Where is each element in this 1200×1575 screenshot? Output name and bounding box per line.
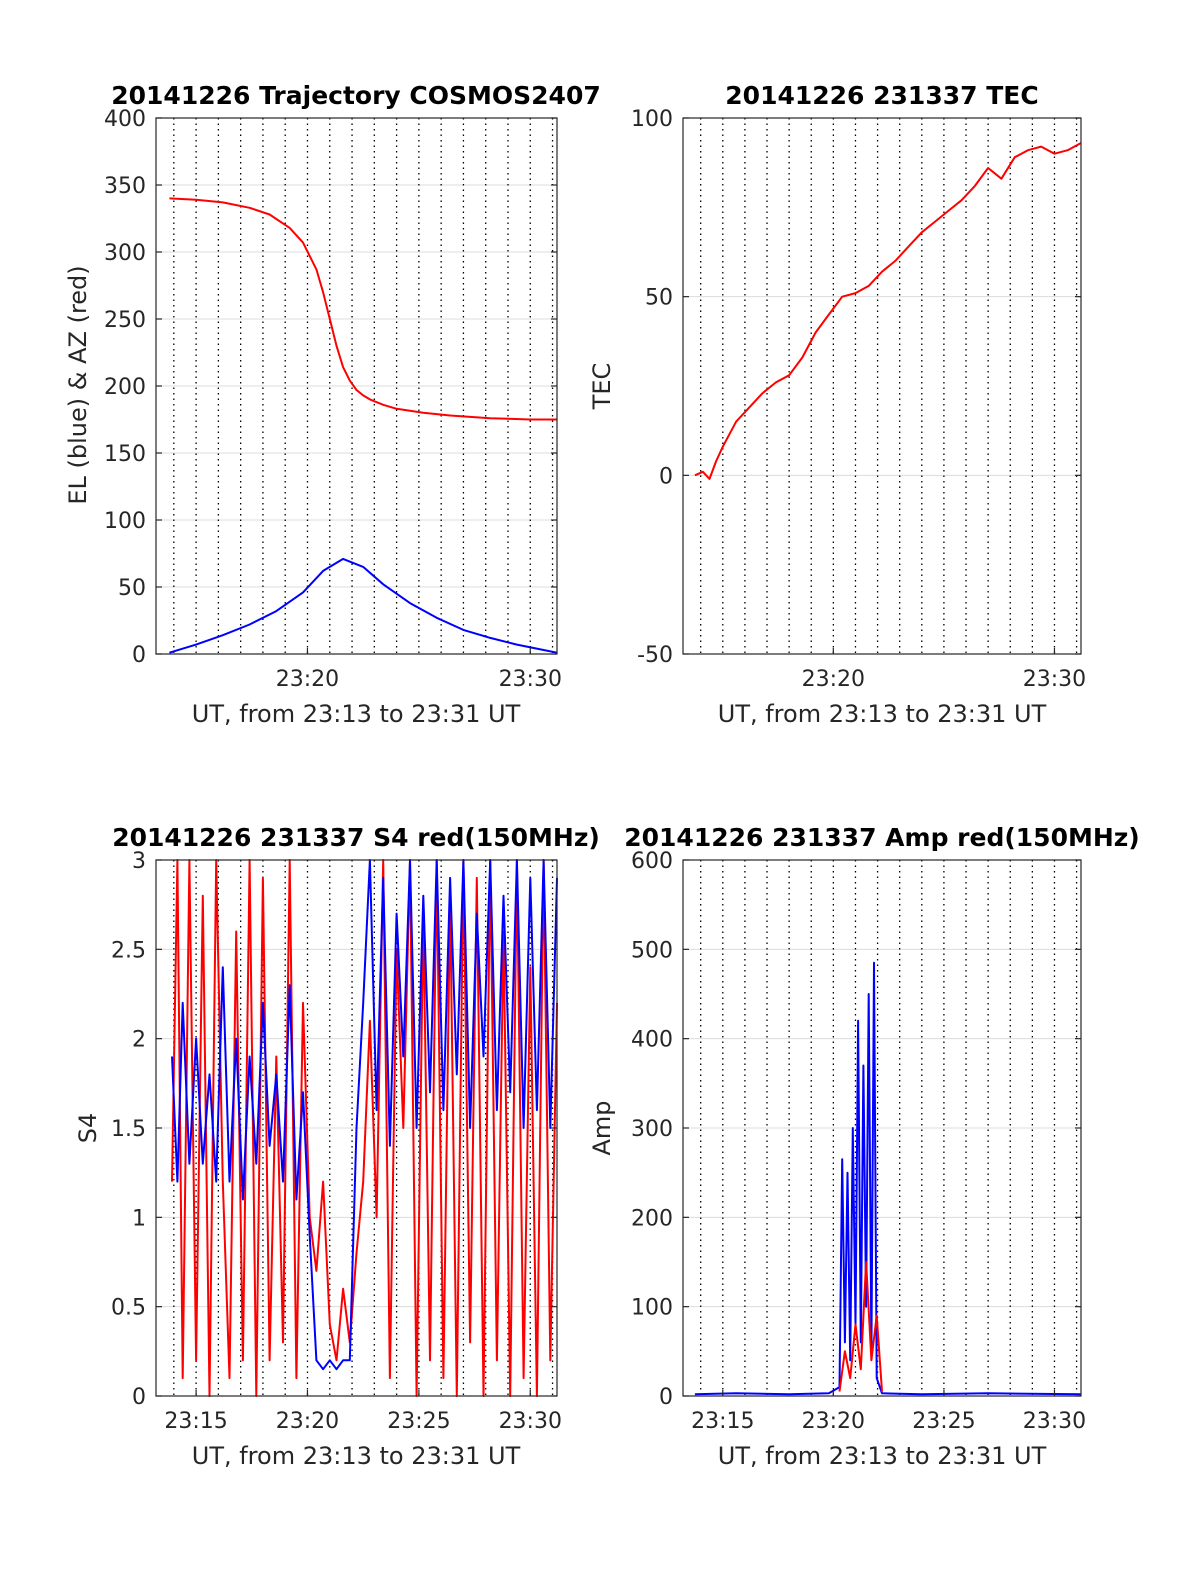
tec-title: 20141226 231337 TEC (725, 81, 1038, 110)
trajectory-axes: 0 50 100 150 200 250 300 350 400 23:20 23:30 (104, 107, 562, 692)
s4-xtick-label-3: 23:30 (499, 1409, 562, 1434)
amp-series-line-0 (694, 961, 1082, 1396)
trajectory-series-line-1 (169, 557, 558, 654)
s4-ytick-label-3: 1.5 (111, 1117, 146, 1142)
tec-ytick-label-2: 50 (645, 286, 673, 311)
trajectory-panel: 0 50 100 150 200 250 300 350 400 23:20 23:30 20141… (64, 81, 601, 728)
s4-xtick-label-2: 23:25 (387, 1409, 450, 1434)
s4-panel: 0 0.5 1 1.5 2 2.5 3 23:15 23:20 23:25 23:30 201412… (74, 823, 600, 1470)
tec-grid (683, 117, 1081, 655)
trajectory-ytick-label-0: 0 (132, 643, 146, 668)
s4-axes: 0 0.5 1 1.5 2 2.5 3 23:15 23:20 23:25 23:30 (111, 849, 562, 1434)
trajectory-title: 20141226 Trajectory COSMOS2407 (111, 81, 601, 110)
s4-ytick-label-2: 1 (132, 1206, 146, 1231)
amp-axes: 0 100 200 300 400 500 600 23:15 23:20 23:25 23:30 (631, 849, 1086, 1434)
amp-ytick-label-3: 300 (631, 1117, 673, 1142)
amp-xlabel: UT, from 23:13 to 23:31 UT (718, 1442, 1047, 1470)
s4-ytick-label-5: 2.5 (111, 938, 146, 963)
s4-series-line-1 (171, 859, 558, 1371)
tec-ytick-label-3: 100 (631, 107, 673, 132)
amp-xtick-label-1: 23:20 (802, 1409, 865, 1434)
amp-title: 20141226 231337 Amp red(150MHz) (624, 823, 1140, 852)
trajectory-series (169, 197, 558, 654)
amp-ytick-label-1: 100 (631, 1296, 673, 1321)
s4-series (171, 859, 558, 1397)
s4-title: 20141226 231337 S4 red(150MHz) (112, 823, 600, 852)
trajectory-xtick-label-1: 23:30 (499, 667, 562, 692)
amp-ytick-label-4: 400 (631, 1028, 673, 1053)
tec-ytick-label-1: 0 (659, 464, 673, 489)
trajectory-ylabel: EL (blue) & AZ (red) (64, 265, 92, 504)
amp-xtick-label-0: 23:15 (691, 1409, 754, 1434)
trajectory-xlabel: UT, from 23:13 to 23:31 UT (192, 700, 521, 728)
s4-ytick-label-0: 0 (132, 1385, 146, 1410)
tec-ylabel: TEC (588, 363, 616, 411)
tec-series (694, 142, 1082, 480)
amp-ytick-label-0: 0 (659, 1385, 673, 1410)
trajectory-ytick-label-2: 100 (104, 509, 146, 534)
s4-ytick-label-4: 2 (132, 1028, 146, 1053)
amp-series-line-1 (838, 1261, 883, 1392)
tec-ytick-label-0: -50 (637, 643, 673, 668)
amp-ylabel: Amp (588, 1100, 616, 1155)
s4-xlabel: UT, from 23:13 to 23:31 UT (192, 1442, 521, 1470)
tec-plot-area (683, 118, 1081, 654)
s4-xtick-label-1: 23:20 (276, 1409, 339, 1434)
trajectory-series-line-0 (169, 197, 557, 421)
tec-axes-box (682, 117, 1082, 655)
tec-series-line-0 (694, 142, 1082, 480)
amp-ytick-label-6: 600 (631, 849, 673, 874)
trajectory-ytick-label-8: 400 (104, 107, 146, 132)
trajectory-ytick-label-6: 300 (104, 241, 146, 266)
s4-ytick-label-1: 0.5 (111, 1296, 146, 1321)
trajectory-xtick-label-0: 23:20 (276, 667, 339, 692)
trajectory-ytick-label-5: 250 (104, 308, 146, 333)
trajectory-ytick-label-1: 50 (118, 576, 146, 601)
amp-xtick-label-2: 23:25 (912, 1409, 975, 1434)
amp-ytick-label-5: 500 (631, 938, 673, 963)
s4-xtick-label-0: 23:15 (164, 1409, 227, 1434)
tec-xlabel: UT, from 23:13 to 23:31 UT (718, 700, 1047, 728)
tec-xtick-label-0: 23:20 (802, 667, 865, 692)
trajectory-ytick-label-3: 150 (104, 442, 146, 467)
tec-axes: -50 0 50 100 23:20 23:30 (631, 107, 1086, 692)
amp-series (694, 961, 1082, 1396)
s4-ytick-label-6: 3 (132, 849, 146, 874)
trajectory-ytick-label-4: 200 (104, 375, 146, 400)
s4-ylabel: S4 (74, 1113, 102, 1144)
amp-ytick-label-2: 200 (631, 1206, 673, 1231)
trajectory-ytick-label-7: 350 (104, 174, 146, 199)
amp-xtick-label-3: 23:30 (1023, 1409, 1086, 1434)
tec-xtick-label-1: 23:30 (1023, 667, 1086, 692)
